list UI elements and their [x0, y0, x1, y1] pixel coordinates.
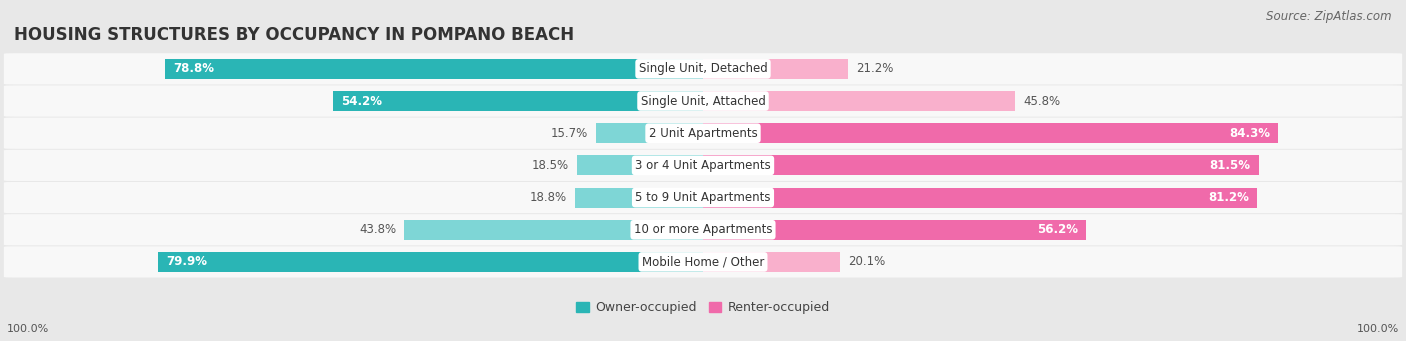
- Text: HOUSING STRUCTURES BY OCCUPANCY IN POMPANO BEACH: HOUSING STRUCTURES BY OCCUPANCY IN POMPA…: [14, 26, 574, 44]
- FancyBboxPatch shape: [4, 182, 1402, 213]
- Text: 43.8%: 43.8%: [359, 223, 396, 236]
- Text: 3 or 4 Unit Apartments: 3 or 4 Unit Apartments: [636, 159, 770, 172]
- Text: 81.5%: 81.5%: [1209, 159, 1251, 172]
- Text: 78.8%: 78.8%: [174, 62, 215, 75]
- Bar: [596, 123, 703, 143]
- Text: 100.0%: 100.0%: [7, 324, 49, 334]
- Text: 56.2%: 56.2%: [1038, 223, 1078, 236]
- Text: Single Unit, Attached: Single Unit, Attached: [641, 94, 765, 107]
- Bar: [703, 220, 1087, 240]
- Bar: [405, 220, 703, 240]
- FancyBboxPatch shape: [4, 246, 1402, 278]
- FancyBboxPatch shape: [4, 214, 1402, 245]
- Bar: [703, 252, 841, 272]
- Text: 5 to 9 Unit Apartments: 5 to 9 Unit Apartments: [636, 191, 770, 204]
- Bar: [703, 155, 1258, 175]
- Text: 79.9%: 79.9%: [166, 255, 207, 268]
- Text: 54.2%: 54.2%: [342, 94, 382, 107]
- Text: Source: ZipAtlas.com: Source: ZipAtlas.com: [1267, 10, 1392, 23]
- Text: 10 or more Apartments: 10 or more Apartments: [634, 223, 772, 236]
- Bar: [703, 91, 1015, 111]
- Bar: [703, 123, 1278, 143]
- FancyBboxPatch shape: [4, 150, 1402, 181]
- FancyBboxPatch shape: [4, 53, 1402, 85]
- Text: 18.5%: 18.5%: [531, 159, 568, 172]
- Text: 84.3%: 84.3%: [1229, 127, 1270, 140]
- Text: 100.0%: 100.0%: [1357, 324, 1399, 334]
- Text: 18.8%: 18.8%: [530, 191, 567, 204]
- Text: 15.7%: 15.7%: [551, 127, 588, 140]
- Text: 21.2%: 21.2%: [856, 62, 893, 75]
- Bar: [333, 91, 703, 111]
- Bar: [576, 155, 703, 175]
- Legend: Owner-occupied, Renter-occupied: Owner-occupied, Renter-occupied: [576, 301, 830, 314]
- Text: 45.8%: 45.8%: [1024, 94, 1060, 107]
- Bar: [157, 252, 703, 272]
- Text: 2 Unit Apartments: 2 Unit Apartments: [648, 127, 758, 140]
- Text: Single Unit, Detached: Single Unit, Detached: [638, 62, 768, 75]
- FancyBboxPatch shape: [4, 118, 1402, 149]
- FancyBboxPatch shape: [4, 86, 1402, 117]
- Bar: [166, 59, 703, 79]
- Text: Mobile Home / Other: Mobile Home / Other: [641, 255, 765, 268]
- Text: 81.2%: 81.2%: [1208, 191, 1249, 204]
- Text: 20.1%: 20.1%: [848, 255, 886, 268]
- Bar: [575, 188, 703, 208]
- Bar: [703, 188, 1257, 208]
- Bar: [703, 59, 848, 79]
